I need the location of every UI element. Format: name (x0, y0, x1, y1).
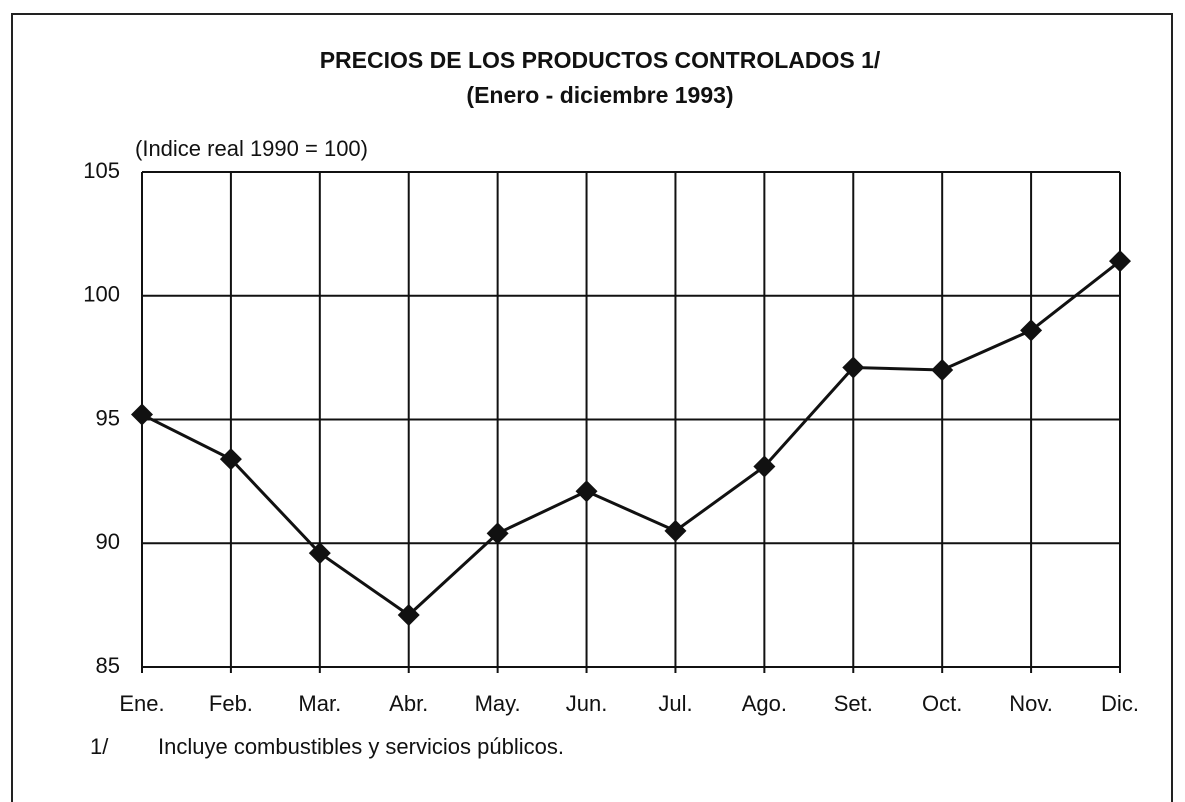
data-point (753, 455, 776, 478)
x-tick-label: Set. (834, 691, 873, 716)
data-point (308, 542, 331, 565)
x-tick-label: Ene. (119, 691, 164, 716)
x-tick-label: Ago. (742, 691, 787, 716)
y-axis-label: (Indice real 1990 = 100) (135, 136, 368, 161)
y-tick-label: 85 (96, 653, 120, 678)
data-point (842, 356, 865, 379)
chart-title: PRECIOS DE LOS PRODUCTOS CONTROLADOS 1/ (320, 47, 881, 73)
data-point (575, 480, 598, 503)
y-tick-label: 95 (96, 405, 120, 430)
x-tick-label: Jun. (566, 691, 608, 716)
data-point (1020, 319, 1043, 342)
x-tick-label: Nov. (1009, 691, 1053, 716)
x-tick-label: Jul. (658, 691, 692, 716)
frame (11, 13, 1173, 802)
x-tick-label: Feb. (209, 691, 253, 716)
chart-subtitle: (Enero - diciembre 1993) (466, 82, 733, 108)
y-tick-label: 90 (96, 529, 120, 554)
x-tick-label: Mar. (298, 691, 341, 716)
data-point (931, 359, 954, 381)
data-point (1109, 250, 1131, 273)
data-line (141, 259, 1121, 617)
data-point (486, 522, 509, 545)
data-point (397, 604, 420, 627)
footnote-text: Incluye combustibles y servicios público… (158, 734, 564, 759)
data-point (131, 403, 153, 426)
y-tick-label: 100 (83, 282, 120, 307)
data-point (219, 448, 242, 471)
footnote-marker: 1/ (90, 734, 109, 759)
y-tick-label: 105 (83, 158, 120, 183)
x-tick-label: Abr. (389, 691, 428, 716)
x-tick-label: Oct. (922, 691, 962, 716)
data-point (664, 519, 687, 542)
x-tick-label: May. (475, 691, 521, 716)
x-tick-label: Dic. (1101, 691, 1139, 716)
